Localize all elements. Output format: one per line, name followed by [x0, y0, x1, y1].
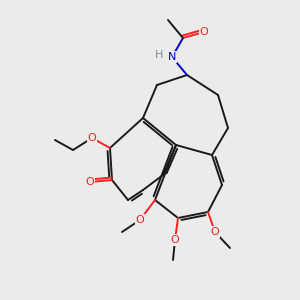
Text: O: O [211, 227, 219, 237]
Text: H: H [155, 50, 163, 60]
Text: O: O [171, 235, 179, 245]
Text: O: O [136, 215, 144, 225]
Text: O: O [200, 27, 208, 37]
Text: O: O [85, 177, 94, 187]
Text: N: N [168, 52, 176, 62]
Text: O: O [88, 133, 96, 143]
